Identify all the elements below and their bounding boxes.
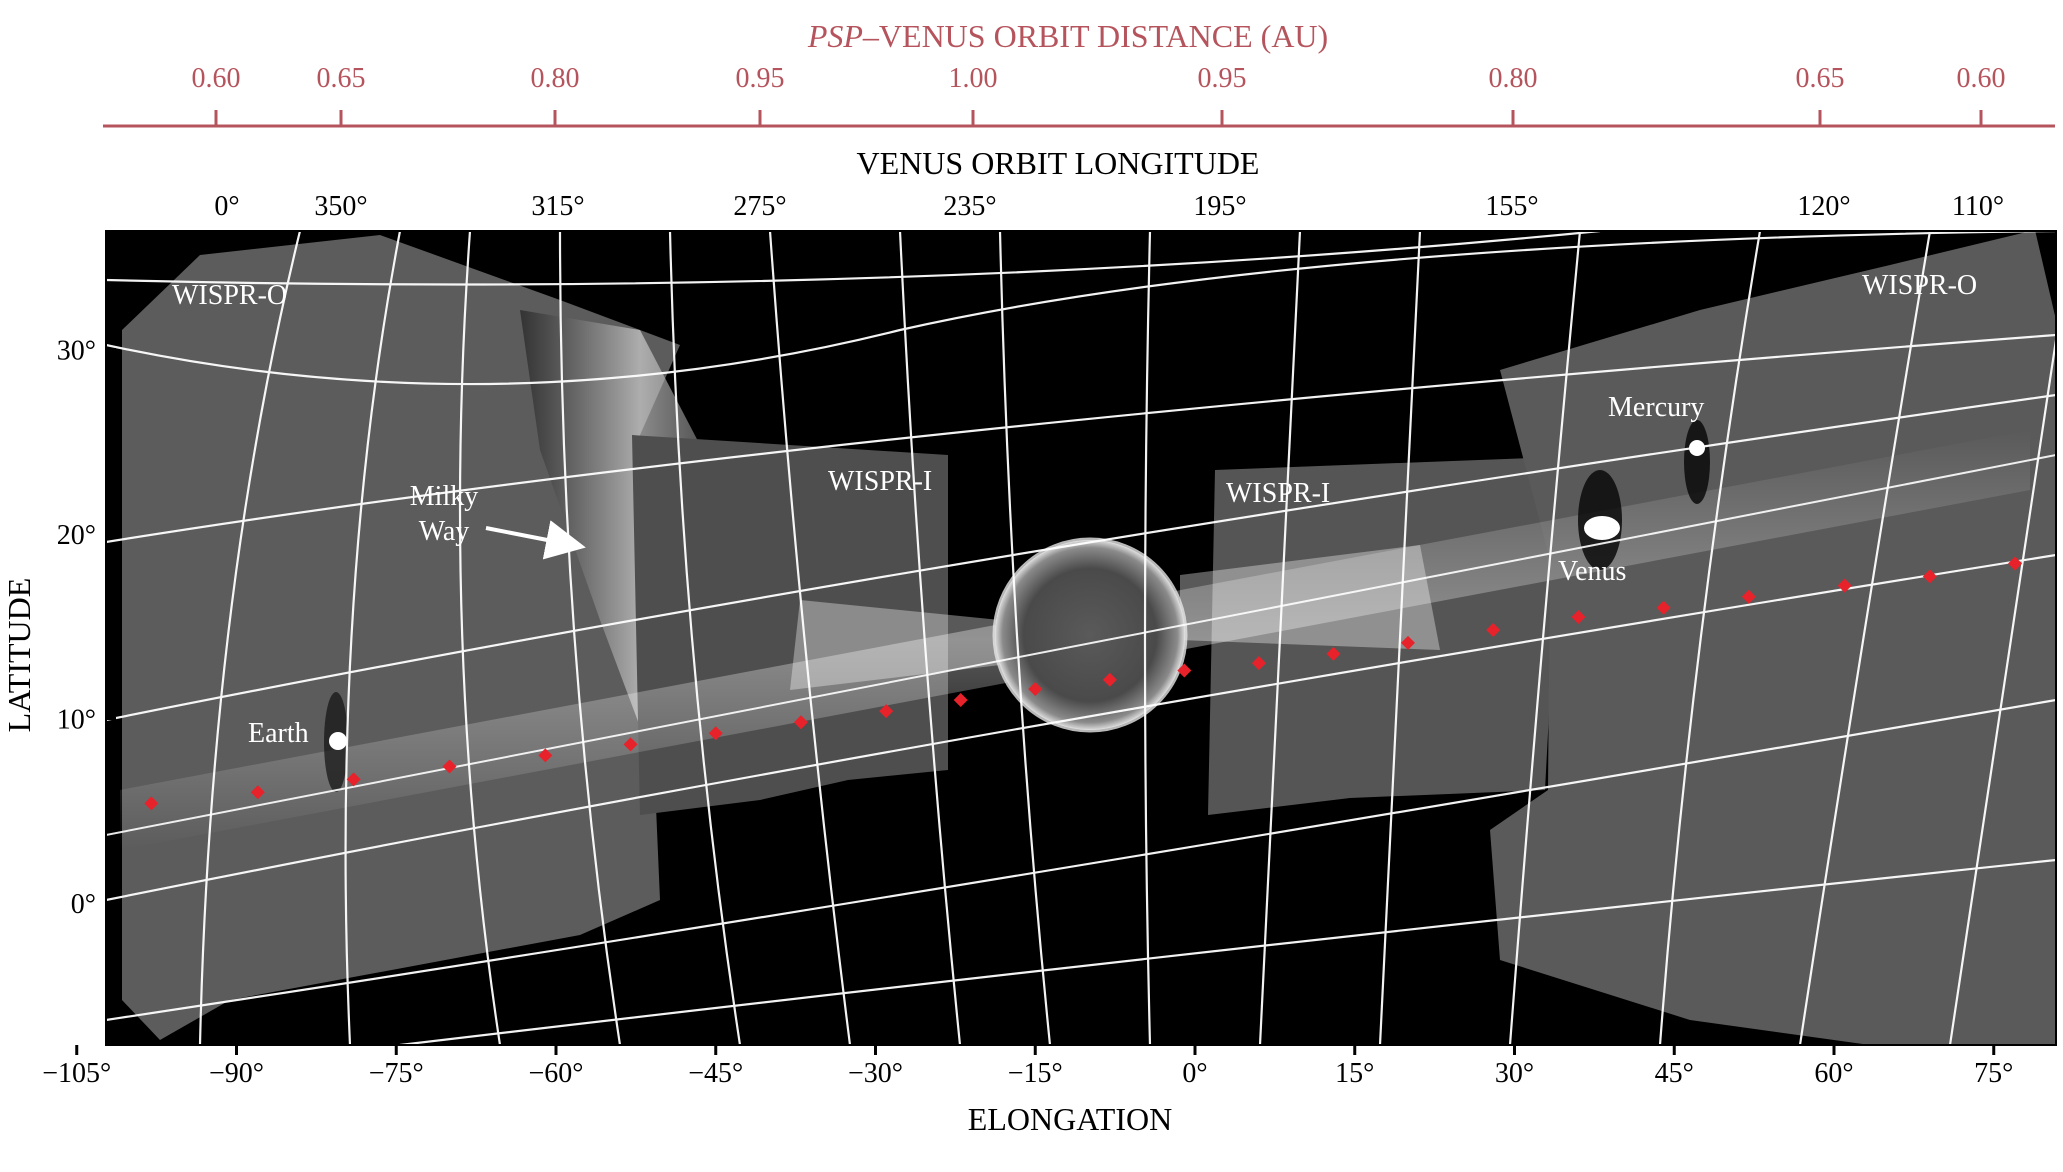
orbit-marker xyxy=(1922,569,1937,584)
orbit-marker xyxy=(250,785,265,800)
y-tick-label: 20° xyxy=(57,520,96,551)
top-axis-tick-label: 0.65 xyxy=(317,63,366,94)
orbit-marker xyxy=(1251,656,1266,671)
longitude-tick-label: 0° xyxy=(214,191,239,222)
venus-label: Venus xyxy=(1558,556,1626,587)
wispr-o-right-label: WISPR-O xyxy=(1862,270,1977,301)
x-tick-label: 15° xyxy=(1335,1058,1374,1089)
x-tick-label: 60° xyxy=(1814,1058,1853,1089)
top-axis-tick-label: 0.95 xyxy=(1198,63,1247,94)
y-axis-ticks: 30° 20° 10° 0° xyxy=(57,336,116,920)
orbit-marker xyxy=(38,809,52,823)
y-tick-label: 10° xyxy=(57,705,96,736)
longitude-tick-label: 315° xyxy=(531,191,584,222)
longitude-tick-label: 350° xyxy=(314,191,367,222)
orbit-marker xyxy=(953,693,968,708)
wispr-o-right-panel xyxy=(1490,231,2056,1045)
longitude-tick-label: 155° xyxy=(1485,191,1538,222)
x-tick-label: −105° xyxy=(42,1058,111,1089)
left-streamer xyxy=(790,600,1000,690)
longitude-tick-label: 275° xyxy=(733,191,786,222)
x-axis-ticks: −105° −90° −75° −60° −45° −30° −15° 0° 15° 30° 45°… xyxy=(42,1045,2013,1089)
x-tick-label: −30° xyxy=(848,1058,903,1089)
top-axis-tick-label: 0.95 xyxy=(736,63,785,94)
longitude-tick-label: 195° xyxy=(1193,191,1246,222)
way-label-line2: Way xyxy=(419,516,470,547)
orbit-marker xyxy=(1486,622,1501,637)
orbit-marker xyxy=(1837,578,1852,593)
orbit-marker xyxy=(1326,646,1341,661)
earth-label: Earth xyxy=(248,718,309,749)
x-tick-label: 45° xyxy=(1655,1058,1694,1089)
top-axis-tick-label: 1.00 xyxy=(949,63,998,94)
milky-label-line1: Milky xyxy=(410,481,478,512)
orbit-marker xyxy=(708,726,723,741)
top-axis-tick-label: 0.60 xyxy=(1957,63,2006,94)
milky-way-arrow xyxy=(485,520,586,560)
sun-corona-ring xyxy=(992,537,1188,733)
right-streamer xyxy=(1180,545,1440,650)
orbit-marker xyxy=(623,737,638,752)
top-axis-ticks: 0.60 0.65 0.80 0.95 1.00 0.95 0.80 0.65 0.60 xyxy=(192,63,2006,126)
orbit-marker xyxy=(879,704,894,719)
coordinate-grid xyxy=(106,231,2056,1045)
x-tick-label: −90° xyxy=(209,1058,264,1089)
venus-orbit-markers xyxy=(38,556,2023,823)
x-axis-title: ELONGATION xyxy=(968,1101,1172,1137)
orbit-marker xyxy=(1401,635,1415,650)
x-tick-label: 30° xyxy=(1495,1058,1534,1089)
wispr-o-left-label: WISPR-O xyxy=(172,280,287,311)
mercury-label: Mercury xyxy=(1608,392,1704,423)
orbit-marker xyxy=(1102,672,1117,687)
earth-dot xyxy=(329,732,347,750)
orbit-marker xyxy=(793,715,808,730)
sun-disk xyxy=(995,540,1185,730)
y-axis-title: LATITUDE xyxy=(1,578,37,733)
x-tick-label: −45° xyxy=(688,1058,743,1089)
longitude-tick-label: 235° xyxy=(943,191,996,222)
orbit-marker xyxy=(144,796,159,811)
orbit-marker xyxy=(1741,589,1756,604)
y-tick-label: 30° xyxy=(57,336,96,367)
top-axis-tick-label: 0.60 xyxy=(192,63,241,94)
mercury-halo xyxy=(1684,420,1710,504)
longitude-axis-ticks: 0° 350° 315° 275° 235° 195° 155° 120° 110° xyxy=(214,191,2004,222)
longitude-tick-label: 110° xyxy=(1952,191,2004,222)
wispr-i-right-label: WISPR-I xyxy=(1226,478,1330,509)
orbit-marker xyxy=(1028,681,1043,696)
venus-dot xyxy=(1584,516,1620,540)
plot-border xyxy=(105,230,2057,1046)
y-tick-label: 0° xyxy=(71,889,96,920)
wispr-i-left-label: WISPR-I xyxy=(828,466,932,497)
longitude-axis-title: VENUS ORBIT LONGITUDE xyxy=(857,145,1260,181)
top-axis-tick-label: 0.80 xyxy=(1489,63,1538,94)
x-tick-label: −75° xyxy=(369,1058,424,1089)
x-tick-label: 75° xyxy=(1974,1058,2013,1089)
top-axis-tick-label: 0.65 xyxy=(1796,63,1845,94)
orbit-marker xyxy=(538,748,553,763)
ecliptic-line xyxy=(106,454,2056,836)
longitude-tick-label: 120° xyxy=(1797,191,1850,222)
x-tick-label: 0° xyxy=(1182,1058,1207,1089)
orbit-marker xyxy=(1571,610,1586,625)
orbit-marker xyxy=(1656,600,1671,615)
orbit-marker xyxy=(2008,556,2023,571)
top-axis-tick-label: 0.80 xyxy=(531,63,580,94)
orbit-marker xyxy=(442,759,457,774)
top-axis-title: PSP–VENUS ORBIT DISTANCE (AU) xyxy=(807,18,1328,54)
orbit-marker xyxy=(1177,663,1192,678)
x-tick-label: −15° xyxy=(1008,1058,1063,1089)
x-tick-label: −60° xyxy=(529,1058,584,1089)
orbit-marker xyxy=(346,772,361,787)
